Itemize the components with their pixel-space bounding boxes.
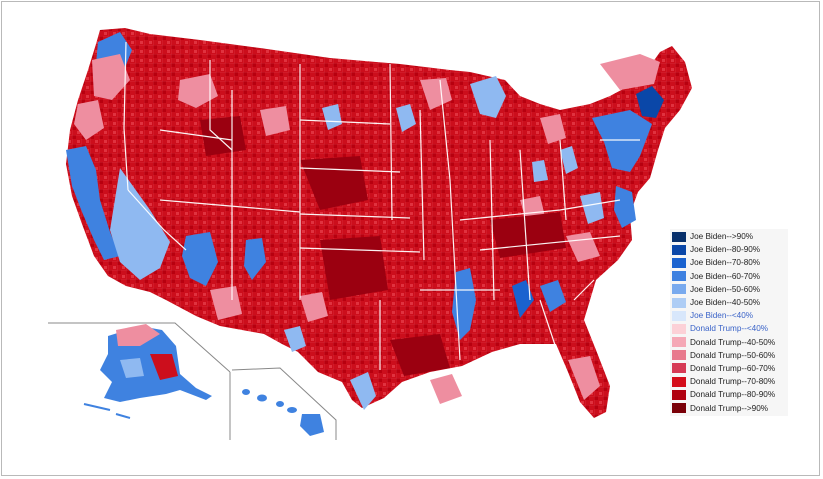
legend-item: Donald Trump--50-60% [670,349,788,362]
map-legend: Joe Biden-->90% Joe Biden--80-90% Joe Bide… [670,229,788,416]
legend-item: Joe Biden--40-50% [670,296,788,309]
legend-item: Joe Biden--80-90% [670,243,788,256]
legend-label: Donald Trump--50-60% [690,350,776,360]
legend-swatch [672,284,686,295]
legend-item: Joe Biden--<40% [670,309,788,322]
legend-item: Joe Biden--70-80% [670,256,788,269]
legend-item: Donald Trump--<40% [670,322,788,335]
legend-label: Donald Trump--40-50% [690,337,776,347]
legend-swatch [672,244,686,255]
legend-label: Joe Biden--60-70% [690,271,761,281]
legend-swatch [672,363,686,374]
legend-swatch [672,323,686,334]
legend-label: Joe Biden--70-80% [690,258,761,268]
legend-swatch [672,389,686,400]
legend-swatch [672,257,686,268]
legend-label: Joe Biden--50-60% [690,284,761,294]
trump-light-counties [74,54,660,404]
legend-label: Joe Biden--<40% [690,311,754,321]
legend-item: Joe Biden--50-60% [670,283,788,296]
legend-label: Joe Biden--80-90% [690,245,761,255]
legend-swatch [672,310,686,321]
legend-item: Donald Trump--60-70% [670,362,788,375]
legend-item: Donald Trump-->90% [670,401,788,414]
legend-swatch [672,376,686,387]
legend-swatch [672,297,686,308]
alaska [83,324,212,419]
legend-label: Donald Trump--80-90% [690,390,776,400]
legend-swatch [672,231,686,242]
legend-item: Joe Biden--60-70% [670,270,788,283]
biden-counties [66,32,664,410]
hawaii [242,389,324,436]
legend-label: Donald Trump--70-80% [690,377,776,387]
legend-swatch [672,271,686,282]
legend-item: Donald Trump--70-80% [670,375,788,388]
legend-swatch [672,403,686,414]
legend-label: Donald Trump--60-70% [690,363,776,373]
legend-label: Joe Biden-->90% [690,232,754,242]
state-borders [123,41,640,370]
legend-swatch [672,337,686,348]
inset-dividers [48,322,337,440]
legend-item: Donald Trump--40-50% [670,336,788,349]
legend-swatch [672,350,686,361]
legend-item: Donald Trump--80-90% [670,388,788,401]
legend-label: Donald Trump-->90% [690,403,769,413]
legend-item: Joe Biden-->90% [670,230,788,243]
legend-label: Donald Trump--<40% [690,324,769,334]
legend-label: Joe Biden--40-50% [690,298,761,308]
